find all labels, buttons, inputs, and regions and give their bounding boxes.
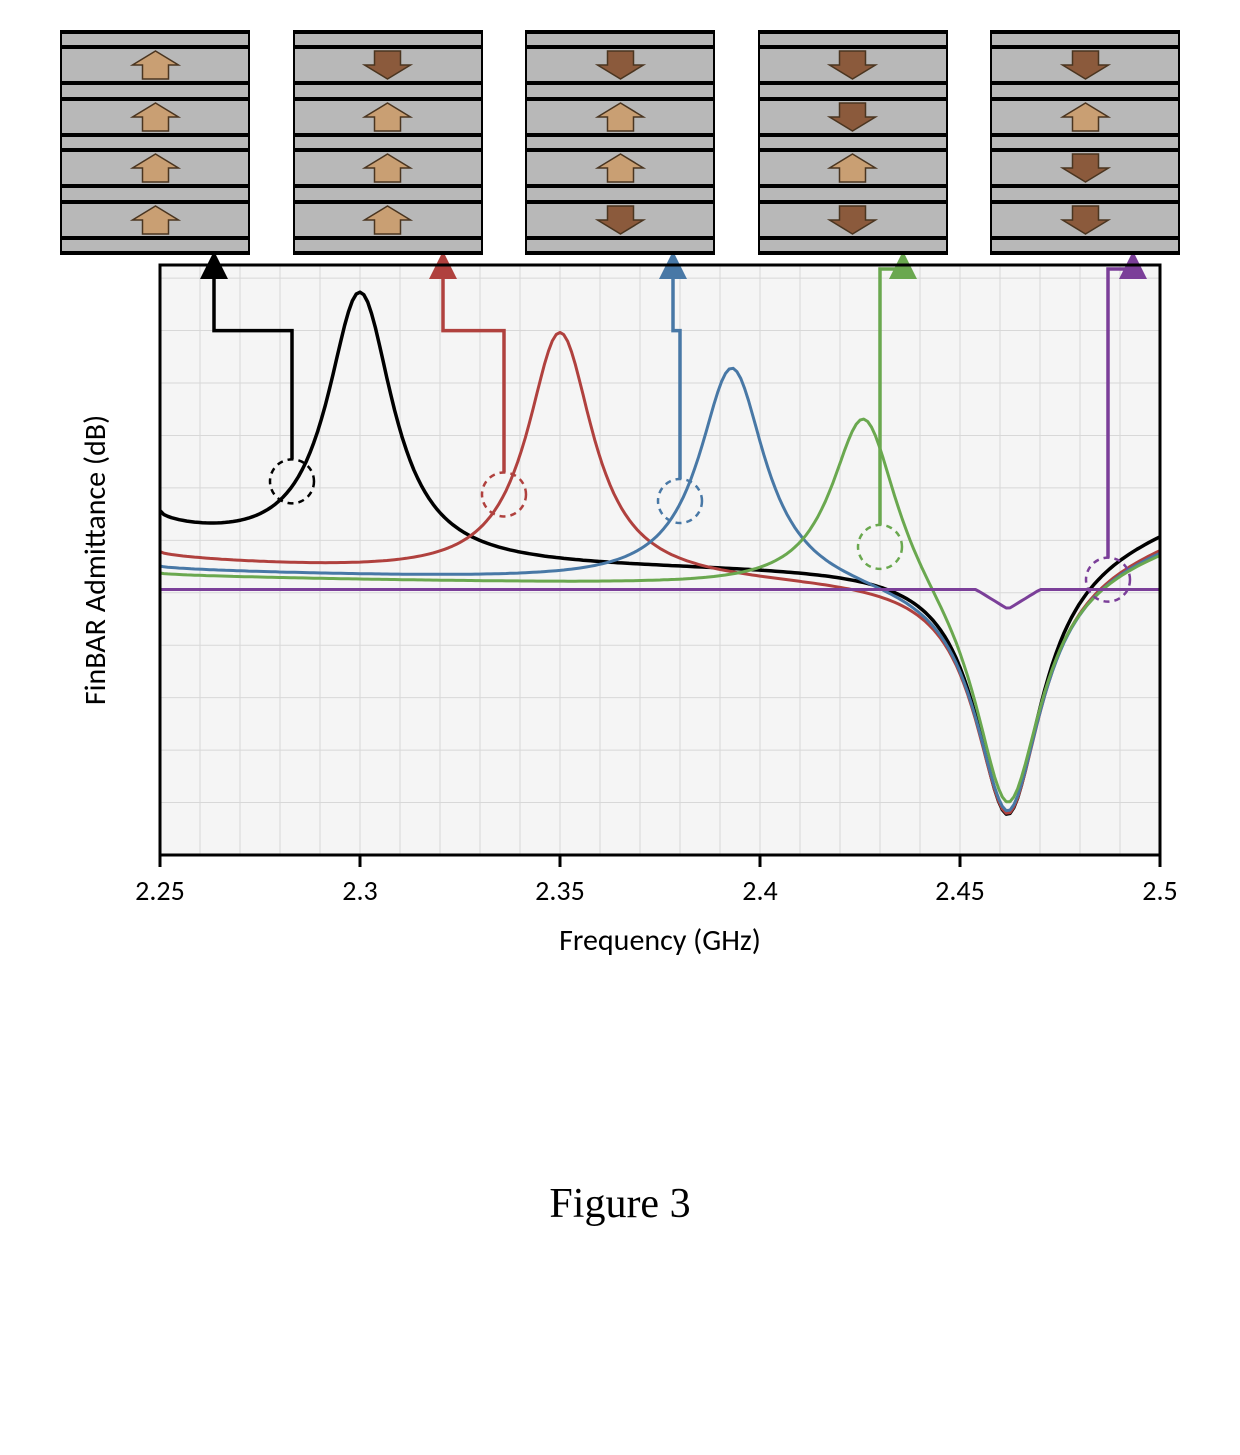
polarization-arrow-up-icon [128,49,183,81]
piezo-layer [760,99,946,135]
x-axis-label: Frequency (GHz) [559,922,761,959]
chart-svg: 2.25 2.3 2.35 2.4 2.45 2.5 Frequency (GHz) FinB… [60,255,1180,975]
x-tick-label: 2.3 [342,873,377,908]
electrode-layer [992,186,1178,201]
electrode-layer [992,238,1178,253]
layer-stack-1 [293,30,483,255]
electrode-layer [760,238,946,253]
layer-stack-4 [990,30,1180,255]
electrode-layer [527,135,713,150]
piezo-layer [992,202,1178,238]
layer-stack-2 [525,30,715,255]
piezo-layer [992,47,1178,83]
polarization-arrow-down-icon [1058,152,1113,184]
x-tick-label: 2.25 [135,873,185,908]
electrode-layer [760,135,946,150]
electrode-layer [295,186,481,201]
polarization-arrow-down-icon [825,49,880,81]
x-tick-label: 2.45 [935,873,985,908]
piezo-layer [527,47,713,83]
piezo-layer [295,99,481,135]
polarization-arrow-down-icon [1058,49,1113,81]
layer-stack-3 [758,30,948,255]
electrode-layer [295,238,481,253]
piezo-layer [295,202,481,238]
electrode-layer [992,32,1178,47]
polarization-arrow-down-icon [825,204,880,236]
piezo-layer [527,150,713,186]
layer-stack-0 [60,30,250,255]
polarization-arrow-down-icon [360,49,415,81]
x-tick-label: 2.35 [535,873,585,908]
electrode-layer [62,186,248,201]
piezo-layer [62,150,248,186]
layer-stacks-row [60,30,1180,255]
figure-wrapper: 2.25 2.3 2.35 2.4 2.45 2.5 Frequency (GHz) FinB… [60,30,1180,975]
polarization-arrow-up-icon [128,204,183,236]
piezo-layer [62,47,248,83]
polarization-arrow-up-icon [128,152,183,184]
electrode-layer [760,186,946,201]
electrode-layer [62,83,248,98]
polarization-arrow-up-icon [1058,101,1113,133]
electrode-layer [527,83,713,98]
electrode-layer [992,135,1178,150]
electrode-layer [760,32,946,47]
polarization-arrow-down-icon [825,101,880,133]
polarization-arrow-up-icon [593,152,648,184]
polarization-arrow-down-icon [1058,204,1113,236]
polarization-arrow-down-icon [593,49,648,81]
piezo-layer [295,47,481,83]
electrode-layer [62,135,248,150]
polarization-arrow-up-icon [825,152,880,184]
piezo-layer [62,99,248,135]
electrode-layer [527,186,713,201]
x-tick-label: 2.4 [742,873,777,908]
admittance-chart: 2.25 2.3 2.35 2.4 2.45 2.5 Frequency (GHz) FinB… [60,255,1180,975]
polarization-arrow-up-icon [593,101,648,133]
electrode-layer [295,83,481,98]
piezo-layer [760,47,946,83]
electrode-layer [992,83,1178,98]
polarization-arrow-down-icon [593,204,648,236]
electrode-layer [760,83,946,98]
piezo-layer [760,150,946,186]
polarization-arrow-up-icon [360,204,415,236]
electrode-layer [527,238,713,253]
piezo-layer [992,150,1178,186]
x-tick-label: 2.5 [1142,873,1177,908]
figure-caption: Figure 3 [0,1180,1240,1228]
electrode-layer [295,32,481,47]
electrode-layer [527,32,713,47]
electrode-layer [62,238,248,253]
piezo-layer [62,202,248,238]
piezo-layer [527,99,713,135]
piezo-layer [992,99,1178,135]
electrode-layer [62,32,248,47]
y-axis-label: FinBAR Admittance (dB) [77,415,114,705]
polarization-arrow-up-icon [128,101,183,133]
polarization-arrow-up-icon [360,152,415,184]
piezo-layer [527,202,713,238]
electrode-layer [295,135,481,150]
polarization-arrow-up-icon [360,101,415,133]
piezo-layer [295,150,481,186]
piezo-layer [760,202,946,238]
